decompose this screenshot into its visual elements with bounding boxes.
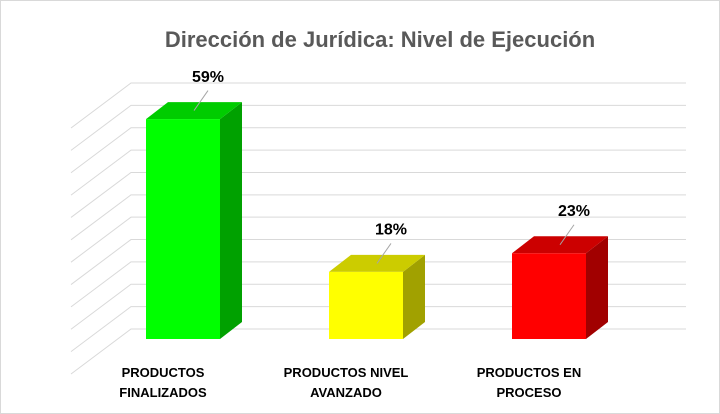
grid-line <box>70 306 686 353</box>
bar-side <box>586 236 608 339</box>
grid-line <box>70 261 686 308</box>
grid-line <box>70 328 686 375</box>
leader-line <box>559 224 575 246</box>
grid-line <box>70 239 686 285</box>
bar <box>146 119 220 339</box>
x-tick-label: PRODUCTOS FINALIZADOS <box>119 365 207 400</box>
data-label: 18% <box>375 222 407 239</box>
data-label: 23% <box>558 203 590 220</box>
grid-line <box>70 171 686 218</box>
bar-side <box>403 254 425 339</box>
grid-line <box>70 104 686 151</box>
grid-line <box>70 82 686 129</box>
leader-line <box>193 90 209 111</box>
grid-line <box>70 194 686 241</box>
bar <box>329 271 403 339</box>
chart-title: Dirección de Jurídica: Nivel de Ejecució… <box>165 27 595 52</box>
grid-line <box>70 283 686 330</box>
x-tick-label: PRODUCTOS NIVEL AVANZADO <box>283 365 409 400</box>
leader-line <box>376 243 392 264</box>
x-tick-label: PRODUCTOS EN PROCESO <box>476 365 582 400</box>
grid-line <box>70 127 686 174</box>
bar-side <box>220 102 242 339</box>
grid-line <box>70 149 686 196</box>
grid-line <box>70 216 686 263</box>
data-label: 59% <box>192 69 224 86</box>
bar <box>512 253 586 339</box>
